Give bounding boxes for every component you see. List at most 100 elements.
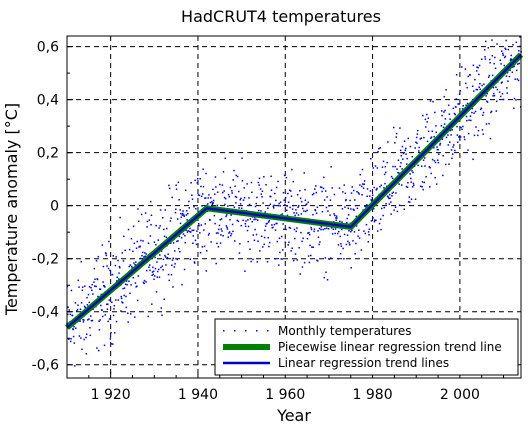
data-point [358,237,361,239]
data-point [428,166,431,168]
data-point [89,327,91,329]
data-point [152,266,154,269]
data-point [278,264,280,266]
data-point [360,185,363,188]
data-point [453,144,455,146]
data-point [507,80,509,82]
data-point [110,331,112,334]
data-point [336,232,339,235]
data-point [238,252,241,254]
data-point [291,168,293,171]
data-point [151,271,154,273]
data-point [334,232,336,235]
data-point [164,256,167,258]
data-point [226,226,228,229]
data-point [238,207,240,209]
data-point [474,110,477,113]
data-point [466,86,468,89]
data-point [112,314,115,317]
data-point [271,224,273,226]
data-point [122,287,124,290]
data-point [187,230,189,232]
data-point [461,128,463,131]
data-point [157,268,160,271]
data-point [205,172,207,175]
data-point [493,94,496,97]
data-point [161,265,164,267]
data-point [459,136,462,138]
data-point [285,176,288,179]
data-point [144,212,147,214]
data-point [205,270,208,272]
data-point [199,251,202,254]
data-point [139,245,141,248]
data-point [340,228,343,231]
data-point [362,187,365,189]
data-point [135,247,138,249]
data-point [440,125,443,127]
data-point [246,183,248,185]
data-point [230,214,232,216]
data-point [283,228,285,231]
data-point [468,119,470,121]
data-point [483,49,486,51]
data-point [172,242,175,244]
data-point [371,194,374,197]
data-point [402,152,405,155]
data-point [183,214,185,216]
data-point [299,197,302,200]
data-point [260,235,263,238]
legend-marker-scatter [267,330,269,332]
data-point [441,114,443,117]
legend-marker-scatter [234,330,236,332]
data-point [363,183,366,185]
data-point [205,249,208,252]
data-point [87,319,89,321]
data-point [460,126,462,129]
data-point [71,314,74,317]
data-point [430,172,432,175]
data-point [475,70,478,72]
data-point [411,186,414,188]
data-point [461,108,464,110]
x-axis-ticks: 1 920 1 940 1 960 1 980 2 000 [66,372,505,403]
data-point [465,82,467,85]
data-point [326,227,328,230]
data-point [182,233,185,235]
data-point [339,235,342,238]
data-point [244,270,246,272]
data-point [204,223,207,225]
data-point [219,183,221,186]
data-point [209,219,211,221]
data-point [374,165,377,167]
data-point [469,115,472,117]
data-point [402,158,404,160]
data-point [400,154,403,157]
data-point [232,179,235,181]
data-point [162,258,165,261]
data-point [287,244,289,246]
data-point [358,229,360,232]
data-point [304,210,307,213]
data-point [221,184,224,186]
data-point [262,246,264,248]
data-point [231,190,233,192]
data-point [327,210,329,212]
data-point [396,210,399,213]
data-point [509,59,512,61]
data-point [162,269,164,271]
data-point [494,67,497,70]
data-point [289,227,292,229]
data-point [69,340,72,343]
data-point [196,230,198,232]
data-point [139,257,142,260]
data-point [179,251,181,253]
data-point [214,222,216,225]
data-point [456,125,458,128]
data-point [163,228,165,231]
data-point [235,196,238,199]
data-point [495,100,498,103]
data-point [101,315,104,318]
data-point [164,209,167,211]
data-point [258,177,261,180]
